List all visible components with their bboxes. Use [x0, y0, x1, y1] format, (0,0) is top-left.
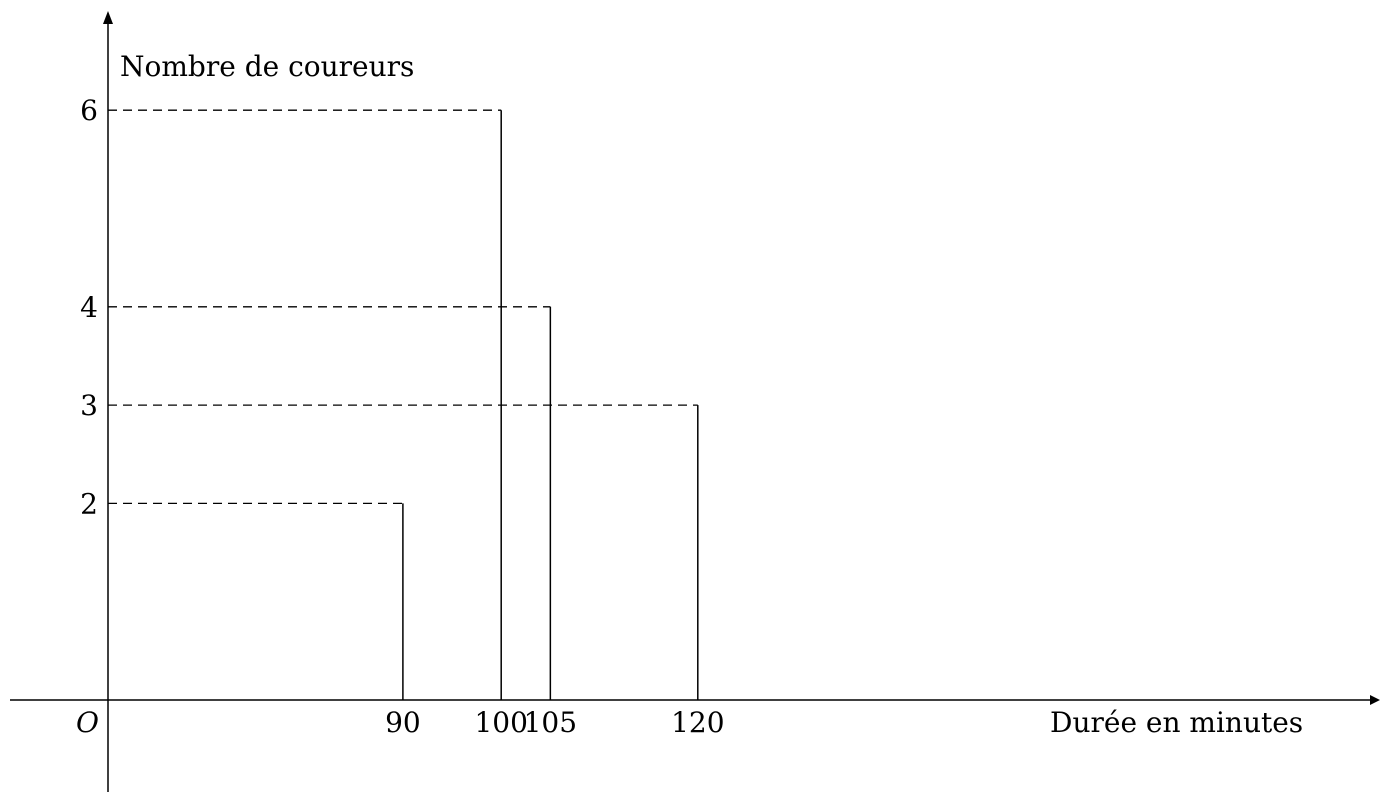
x-tick-label: 90	[385, 706, 421, 739]
y-axis-arrow-icon	[103, 11, 113, 24]
x-tick-label: 105	[524, 706, 577, 739]
x-tick-label: 120	[671, 706, 724, 739]
y-tick-label: 2	[80, 487, 98, 520]
y-axis-label: Nombre de coureurs	[120, 50, 414, 83]
y-tick-label: 6	[80, 94, 98, 127]
y-tick-label: 3	[80, 389, 98, 422]
reference-lines	[108, 110, 698, 503]
x-axis-label: Durée en minutes	[1050, 706, 1303, 739]
origin-label: O	[76, 706, 99, 739]
x-axis-arrow-icon	[1370, 695, 1380, 705]
x-tick-label: 100	[474, 706, 527, 739]
y-tick-label: 4	[80, 291, 98, 324]
axes	[10, 11, 1380, 792]
